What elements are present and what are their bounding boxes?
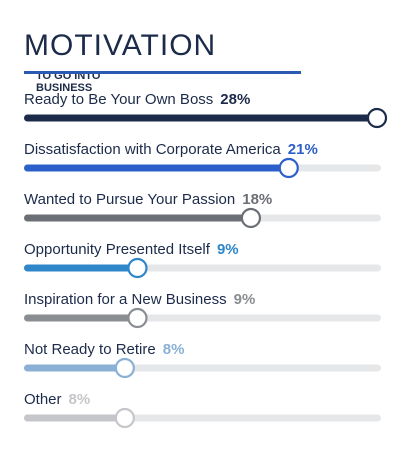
bar-label-text: Ready to Be Your Own Boss <box>24 91 213 108</box>
bar-fill <box>24 164 289 172</box>
bar-label: Dissatisfaction with Corporate America 21… <box>24 141 318 158</box>
bar-label-text: Dissatisfaction with Corporate America <box>24 141 281 158</box>
bar-value-label: 21% <box>288 141 318 158</box>
bar-knob <box>127 257 148 279</box>
bar-label: Other 8% <box>24 391 90 408</box>
bar-label: Opportunity Presented Itself 9% <box>24 241 239 258</box>
bar-fill <box>24 214 251 222</box>
bar-knob <box>366 107 388 129</box>
bar-label-text: Not Ready to Retire <box>24 341 156 358</box>
bar-knob <box>114 357 135 379</box>
bar-value-label: 9% <box>217 241 239 258</box>
bar-label: Ready to Be Your Own Boss 28% <box>24 91 250 108</box>
bar-fill <box>24 364 125 372</box>
bar-value-label: 9% <box>234 291 256 308</box>
chart-subtitle-line2: BUSINESS <box>36 82 93 94</box>
bar-fill <box>24 414 125 422</box>
bar-value-label: 28% <box>220 91 250 108</box>
bar-knob <box>240 207 262 229</box>
bar-label-text: Wanted to Pursue Your Passion <box>24 191 235 208</box>
bar-label-text: Inspiration for a New Business <box>24 291 227 308</box>
bar-value-label: 18% <box>242 191 272 208</box>
bar-fill <box>24 314 138 322</box>
title-underline <box>24 71 301 74</box>
bar-label: Inspiration for a New Business 9% <box>24 291 255 308</box>
bar-label: Not Ready to Retire 8% <box>24 341 184 358</box>
bar-fill <box>24 264 138 272</box>
bar-knob <box>114 407 135 429</box>
bar-knob <box>127 307 148 329</box>
chart-header: MOTIVATION TO GO INTO BUSINESS <box>24 28 304 94</box>
bar-value-label: 8% <box>69 391 91 408</box>
bar-fill <box>24 114 377 122</box>
bar-label: Wanted to Pursue Your Passion 18% <box>24 191 272 208</box>
bar-value-label: 8% <box>163 341 185 358</box>
bar-knob <box>278 157 299 179</box>
bar-label-text: Opportunity Presented Itself <box>24 241 211 258</box>
bar-label-text: Other <box>24 391 62 408</box>
chart-title: MOTIVATION <box>24 29 217 62</box>
